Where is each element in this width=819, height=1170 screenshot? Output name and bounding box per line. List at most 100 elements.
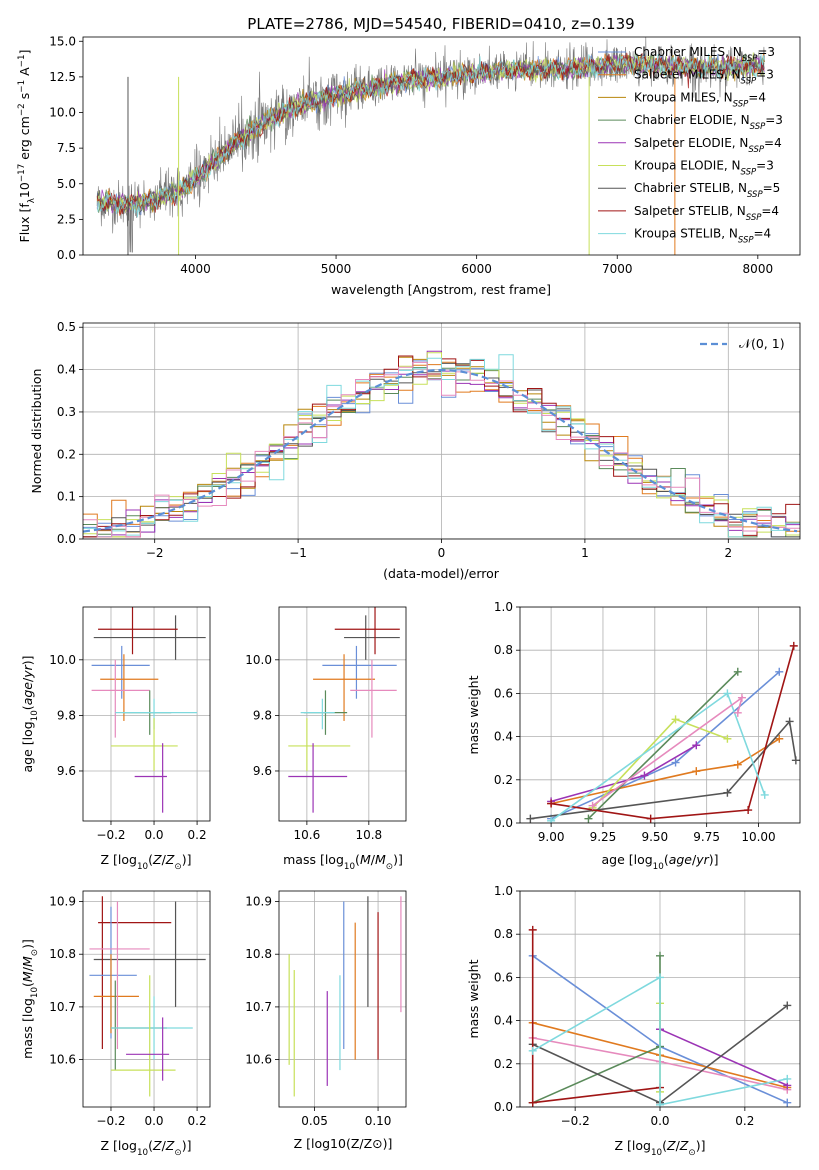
legend-label-sub: SSP — [746, 213, 762, 223]
y-axis-label-part-1: λ — [27, 198, 37, 203]
x-axis-label-part-2: ( — [148, 852, 153, 867]
y-tick-label: 10.0 — [245, 653, 272, 667]
x-tick-label: −0.2 — [96, 1114, 125, 1128]
x-tick-label: 4000 — [180, 262, 211, 276]
x-tick-label: 2 — [724, 546, 732, 560]
plus-marker — [671, 758, 680, 767]
y-tick-label: 9.6 — [253, 764, 272, 778]
y-tick-label: 0.4 — [494, 1014, 513, 1028]
x-axis-label-part-0: Z [log — [101, 852, 137, 867]
y-axis-label-part-0: age [log — [20, 721, 35, 772]
legend-label-end: =5 — [763, 181, 781, 195]
legend-label-end: =4 — [754, 227, 772, 241]
x-axis-label: Z [log10(Z/Z⊙)] — [615, 1138, 706, 1158]
x-axis-label-part-2: ( — [148, 1138, 153, 1153]
y-axis-label-part-2: 10 — [17, 182, 32, 198]
y-axis-label: mass weight — [466, 959, 481, 1038]
plot-area-mass_vs_ebv — [279, 891, 406, 1107]
legend-label-end: =4 — [764, 136, 782, 150]
y-axis-label: mass weight — [466, 675, 481, 754]
model-spectrum-line — [96, 53, 765, 218]
x-axis-label-part-4: / — [676, 1138, 681, 1153]
x-axis-label-part-0: mass [log — [283, 852, 344, 867]
legend-label-main: Chabrier MILES, N — [634, 45, 742, 59]
x-axis-label-part-4: / — [692, 852, 697, 867]
y-axis-label-part-6: s — [17, 93, 32, 104]
x-axis-label-part-0: age [log — [601, 852, 652, 867]
legend-label-end: =3 — [756, 159, 774, 173]
x-axis-label-part-7: )] — [393, 852, 403, 867]
plus-marker — [671, 715, 680, 724]
x-axis-label-part-6: ⊙ — [386, 862, 393, 872]
y-tick-label: 0.4 — [494, 730, 513, 744]
x-tick-label: 10.8 — [355, 828, 382, 842]
legend-entry: Salpeter STELIB, NSSP=4 — [634, 204, 779, 223]
weight-line — [587, 671, 739, 820]
x-tick-label: 5000 — [321, 262, 352, 276]
y-axis-label-part-6: ⊙ — [30, 949, 40, 956]
gaussian-curve — [83, 368, 798, 533]
x-axis-label-part-5: yr — [695, 852, 709, 867]
plus-marker — [744, 806, 753, 815]
x-tick-label: 0.0 — [650, 1114, 669, 1128]
model-spectrum-line — [96, 54, 765, 216]
weight-line — [592, 695, 744, 807]
y-tick-label: 0.5 — [57, 320, 76, 334]
y-tick-label: 10.8 — [49, 947, 76, 961]
y-axis-label-part-9: −1 — [17, 54, 27, 67]
plus-marker — [528, 1098, 537, 1107]
y-tick-label: 10.9 — [245, 895, 272, 909]
x-axis-label-part-5: Z — [165, 852, 175, 867]
axes-frame — [82, 322, 801, 540]
y-tick-label: 9.8 — [57, 708, 76, 722]
axes-age_vs_mass: 10.6 10.8 9.6 9.8 10.0 — [245, 606, 407, 842]
plot-area-age_vs_Z — [83, 607, 210, 821]
legend-entry: Chabrier ELODIE, NSSP=3 — [634, 113, 783, 132]
plus-marker — [646, 814, 655, 823]
x-axis-label: Z [log10(Z/Z⊙)] — [101, 1138, 192, 1158]
plus-marker — [733, 760, 742, 769]
x-axis-label-part-3: M — [360, 852, 371, 867]
weight-line — [531, 929, 661, 1104]
x-axis-label: wavelength [Angstrom, rest frame] — [331, 282, 551, 297]
legend-label-main: Chabrier STELIB, N — [634, 181, 747, 195]
y-tick-label: 5.0 — [57, 177, 76, 191]
plus-marker — [584, 814, 593, 823]
y-tick-label: 0.3 — [57, 405, 76, 419]
x-axis-label-part-7: )] — [182, 852, 192, 867]
axes-age_vs_Z: −0.2 0.0 0.2 9.6 9.8 10.0 — [49, 606, 211, 842]
x-axis-label-part-6: ⊙ — [174, 1148, 181, 1158]
plus-marker — [775, 667, 784, 676]
y-tick-label: 2.5 — [57, 212, 76, 226]
histogram-step — [83, 361, 800, 538]
model-spectrum-line — [96, 52, 765, 214]
axes-frame — [82, 606, 211, 822]
x-axis-label-part-1: 10 — [137, 1148, 148, 1158]
plot-area-mass_vs_Z — [83, 891, 210, 1107]
chart-title: PLATE=2786, MJD=54540, FIBERID=0410, z=0… — [247, 15, 634, 33]
plus-marker — [547, 799, 556, 808]
plus-marker — [640, 771, 649, 780]
weight-line — [532, 976, 788, 1106]
legend-label-main: Kroupa MILES, N — [634, 90, 733, 104]
plus-marker — [775, 734, 784, 743]
y-tick-label: 0.6 — [494, 686, 513, 700]
y-axis-label-part-4: erg cm — [17, 116, 32, 164]
plus-marker — [588, 801, 597, 810]
x-tick-label: 7000 — [602, 262, 633, 276]
x-axis-label-part-1: 10 — [651, 1148, 662, 1158]
x-axis-label-part-2: ( — [355, 852, 360, 867]
y-tick-label: 10.6 — [245, 1053, 272, 1067]
legend-label-end: =3 — [757, 45, 775, 59]
legend-entry: Salpeter MILES, NSSP=3 — [634, 68, 774, 87]
y-axis-label-part-1: 10 — [30, 710, 40, 721]
y-axis-label-part-5: M — [20, 956, 35, 967]
x-axis-label-part-2: ( — [662, 1138, 667, 1153]
y-axis-label-part-6: )] — [20, 655, 35, 665]
y-axis-label-part-1: 10 — [30, 987, 40, 998]
x-axis-label: age [log10(age/yr)] — [601, 852, 718, 872]
legend-label-end: =4 — [748, 90, 766, 104]
plus-marker — [733, 708, 742, 717]
weight-line — [659, 1028, 788, 1087]
axes-weight_vs_Z: −0.2 0.0 0.2 0.0 0.2 0.4 0.6 0.8 1.0 — [494, 884, 801, 1128]
